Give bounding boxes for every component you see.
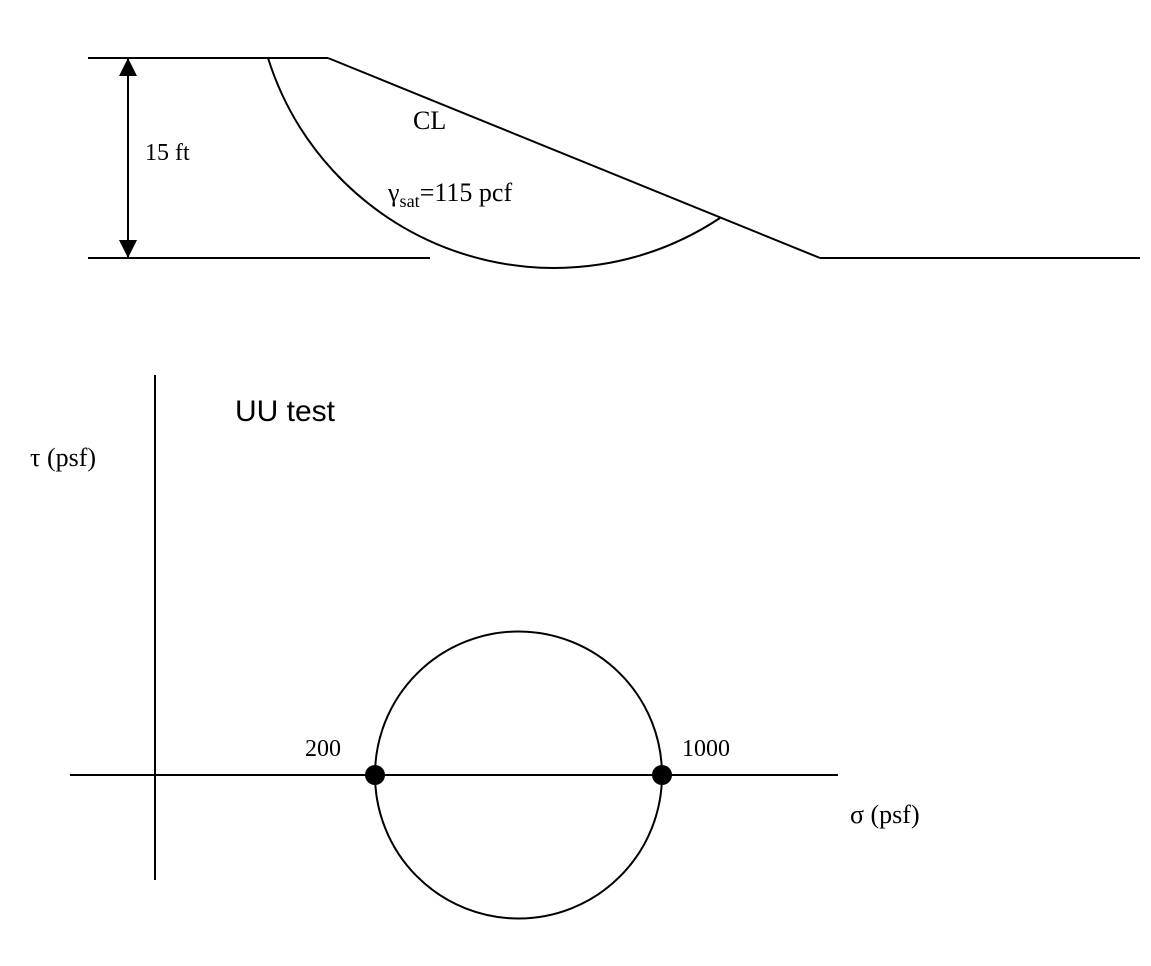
diagram-stage: 15 ft CL γsat=115 pcf UU test τ (psf) σ … (0, 0, 1151, 966)
sigma1-value-label: 1000 (682, 736, 730, 763)
tau-axis-label: τ (psf) (30, 443, 96, 473)
slope-height-label: 15 ft (145, 140, 190, 167)
soil-classification-label: CL (413, 106, 446, 136)
sigma3-value-label: 200 (305, 736, 341, 763)
saturated-unit-weight-label: γsat=115 pcf (388, 178, 512, 212)
sigma-axis-label: σ (psf) (850, 800, 920, 830)
uu-test-title: UU test (235, 395, 335, 429)
